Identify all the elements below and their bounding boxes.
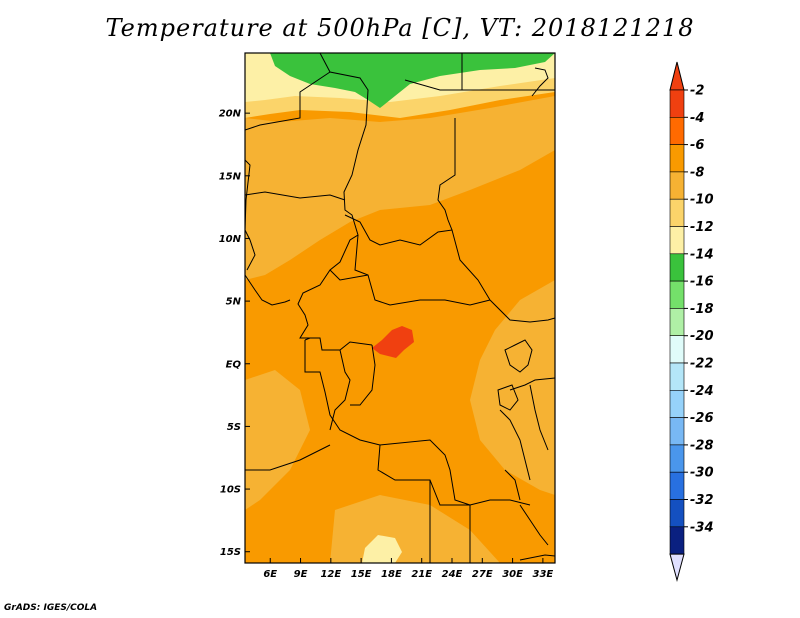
colorbar-swatch bbox=[669, 198, 685, 227]
lon-tick-label: 9E bbox=[294, 569, 308, 580]
colorbar-swatch bbox=[669, 471, 685, 500]
lon-tick-label: 24E bbox=[442, 569, 463, 580]
colorbar-swatch bbox=[669, 226, 685, 255]
warm-core bbox=[372, 326, 414, 358]
colorbar-label: -18 bbox=[690, 302, 714, 317]
lon-tick-label: 18E bbox=[381, 569, 402, 580]
lat-tick-label: 10S bbox=[220, 485, 241, 496]
lon-tick-label: 33E bbox=[533, 569, 554, 580]
lat-tick-label: 20N bbox=[219, 109, 242, 120]
lon-tick-label: 30E bbox=[502, 569, 523, 580]
north-cold-region bbox=[270, 53, 555, 108]
southwest-light-patch bbox=[245, 370, 310, 510]
colorbar-swatch bbox=[669, 117, 685, 145]
colorbar-label: -20 bbox=[690, 329, 714, 344]
colorbar-label: -34 bbox=[690, 520, 714, 535]
lat-tick-label: 15S bbox=[220, 547, 241, 558]
colorbar-swatch bbox=[669, 280, 685, 309]
colorbar-swatch bbox=[669, 308, 685, 336]
colorbar-swatch bbox=[669, 171, 685, 200]
colorbar-label: -10 bbox=[690, 193, 714, 208]
chart-title: Temperature at 500hPa [C], VT: 201812121… bbox=[105, 14, 695, 42]
longitude-axis: 6E 9E 12E 15E 18E 21E 24E 27E 30E 33E bbox=[263, 558, 553, 580]
colorbar-label: -32 bbox=[690, 493, 714, 508]
lat-tick-label: 10N bbox=[219, 234, 242, 245]
colorbar-label: -14 bbox=[690, 247, 714, 262]
map-area bbox=[245, 53, 555, 563]
map-frame bbox=[244, 52, 556, 564]
lat-tick-label: 15N bbox=[219, 171, 242, 182]
lat-tick-label: 5N bbox=[226, 297, 242, 308]
colorbar-label: -8 bbox=[690, 165, 704, 180]
colorbar-label: -24 bbox=[690, 384, 714, 399]
northern-light-band bbox=[245, 96, 555, 280]
colorbar-swatch bbox=[669, 389, 685, 418]
latitude-axis: 20N 15N 10N 5N EQ 5S 10S 15S bbox=[219, 109, 250, 558]
colorbar-swatch bbox=[669, 417, 685, 446]
lat-tick-label: 5S bbox=[227, 422, 241, 433]
colorbar-label: -22 bbox=[690, 357, 714, 372]
country-borders bbox=[245, 53, 555, 563]
lon-tick-label: 21E bbox=[411, 569, 432, 580]
colorbar-top-arrow bbox=[669, 61, 685, 91]
colorbar-label: -4 bbox=[690, 111, 704, 126]
colorbar-label: -28 bbox=[690, 438, 714, 453]
colorbar-swatch bbox=[669, 362, 685, 391]
colorbar-label: -6 bbox=[690, 138, 704, 153]
colorbar-swatch bbox=[669, 335, 685, 364]
grads-credit: GrADS: IGES/COLA bbox=[4, 603, 98, 613]
lon-tick-label: 15E bbox=[351, 569, 372, 580]
colorbar-swatch bbox=[669, 499, 685, 528]
colorbar-swatch bbox=[669, 444, 685, 473]
colorbar: -2 -4 -6 -8 -10 -12 -14 -16 -18 -20 -22 -24 -26 -28 -3… bbox=[669, 61, 714, 583]
colorbar-label: -30 bbox=[690, 466, 714, 481]
colorbar-label: -2 bbox=[690, 84, 704, 99]
lat-tick-label: EQ bbox=[226, 359, 242, 370]
colorbar-label: -16 bbox=[690, 275, 714, 290]
lon-tick-label: 12E bbox=[320, 569, 341, 580]
lon-tick-label: 27E bbox=[472, 569, 493, 580]
colorbar-swatch bbox=[669, 144, 685, 173]
colorbar-swatch bbox=[669, 526, 685, 555]
colorbar-swatch bbox=[669, 253, 685, 282]
colorbar-bottom-arrow bbox=[669, 553, 685, 583]
colorbar-swatch bbox=[669, 89, 685, 118]
lon-tick-label: 6E bbox=[263, 569, 277, 580]
south-pale-spot bbox=[362, 535, 402, 563]
colorbar-label: -12 bbox=[690, 220, 714, 235]
colorbar-label: -26 bbox=[690, 411, 714, 426]
